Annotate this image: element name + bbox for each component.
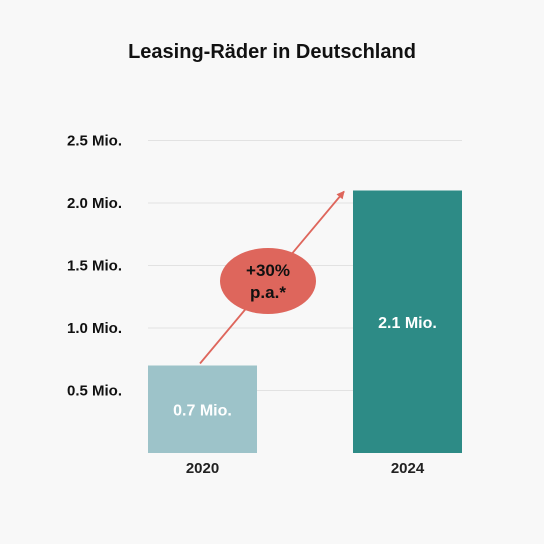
y-tick-label: 1.0 Mio. [67, 320, 122, 337]
x-tick-label: 2024 [391, 460, 425, 477]
bar [148, 365, 257, 453]
chart-title: Leasing-Räder in Deutschland [128, 41, 416, 63]
y-tick-label: 2.5 Mio. [67, 133, 122, 150]
bar [353, 190, 462, 453]
y-axis-ticks: 0.5 Mio. 1.0 Mio. 1.5 Mio. 2.0 Mio. 2.5 Mio. [67, 133, 122, 400]
bars: 0.7 Mio. 2.1 Mio. [148, 190, 462, 453]
growth-ellipse [220, 248, 316, 314]
x-tick-label: 2020 [186, 460, 219, 477]
bar-data-label: 2.1 Mio. [378, 315, 437, 332]
growth-rate-label: +30% [246, 261, 290, 280]
x-axis-ticks: 2020 2024 [186, 460, 425, 477]
y-tick-label: 1.5 Mio. [67, 258, 122, 275]
y-tick-label: 2.0 Mio. [67, 195, 122, 212]
growth-period-label: p.a.* [250, 283, 286, 302]
y-tick-label: 0.5 Mio. [67, 383, 122, 400]
growth-annotation: +30% p.a.* [199, 190, 345, 365]
bar-data-label: 0.7 Mio. [173, 402, 232, 419]
